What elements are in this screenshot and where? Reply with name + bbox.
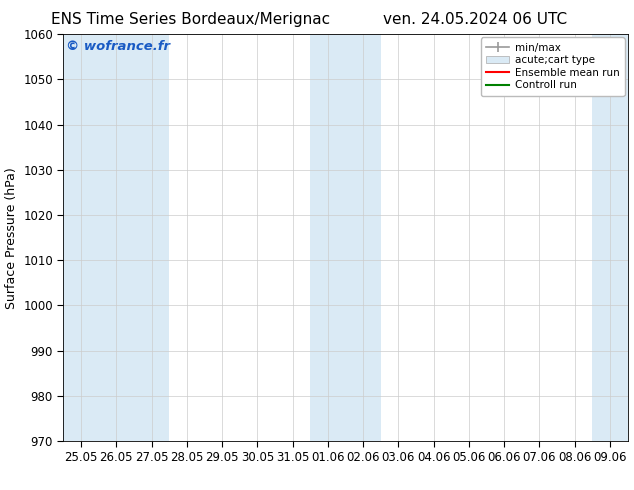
Legend: min/max, acute;cart type, Ensemble mean run, Controll run: min/max, acute;cart type, Ensemble mean … <box>481 37 624 96</box>
Bar <box>63 34 169 441</box>
Bar <box>592 34 628 441</box>
Text: ven. 24.05.2024 06 UTC: ven. 24.05.2024 06 UTC <box>384 12 567 27</box>
Bar <box>310 34 381 441</box>
Y-axis label: Surface Pressure (hPa): Surface Pressure (hPa) <box>4 167 18 309</box>
Text: © wofrance.fr: © wofrance.fr <box>66 40 170 53</box>
Text: ENS Time Series Bordeaux/Merignac: ENS Time Series Bordeaux/Merignac <box>51 12 330 27</box>
